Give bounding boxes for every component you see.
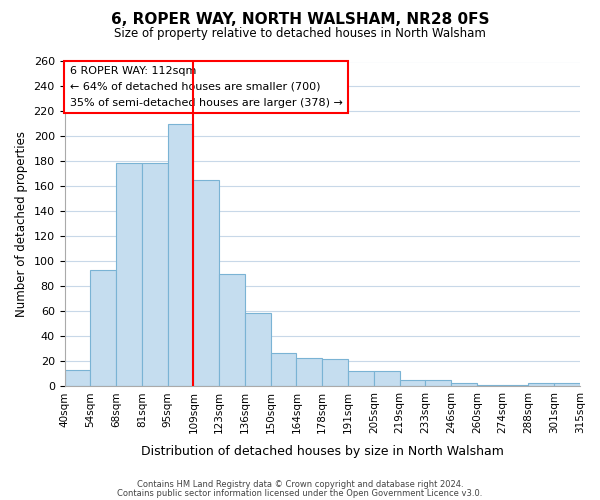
Bar <box>529 382 554 386</box>
Text: Size of property relative to detached houses in North Walsham: Size of property relative to detached ho… <box>114 28 486 40</box>
Bar <box>374 372 400 386</box>
Bar <box>219 274 245 386</box>
Bar <box>91 270 116 386</box>
Text: 6 ROPER WAY: 112sqm
← 64% of detached houses are smaller (700)
35% of semi-detac: 6 ROPER WAY: 112sqm ← 64% of detached ho… <box>70 66 343 108</box>
Bar <box>167 124 193 386</box>
Y-axis label: Number of detached properties: Number of detached properties <box>15 131 28 317</box>
Bar <box>296 358 322 386</box>
Bar <box>400 380 425 386</box>
Bar <box>116 162 142 386</box>
Text: Contains public sector information licensed under the Open Government Licence v3: Contains public sector information licen… <box>118 488 482 498</box>
Text: 6, ROPER WAY, NORTH WALSHAM, NR28 0FS: 6, ROPER WAY, NORTH WALSHAM, NR28 0FS <box>111 12 489 28</box>
Bar <box>554 382 580 386</box>
Bar <box>65 370 91 386</box>
Bar <box>142 162 167 386</box>
Bar <box>451 382 477 386</box>
Bar <box>503 385 529 386</box>
Bar <box>425 380 451 386</box>
X-axis label: Distribution of detached houses by size in North Walsham: Distribution of detached houses by size … <box>141 444 504 458</box>
Bar <box>193 180 219 386</box>
Bar <box>271 352 296 386</box>
Bar <box>477 385 503 386</box>
Bar <box>348 372 374 386</box>
Text: Contains HM Land Registry data © Crown copyright and database right 2024.: Contains HM Land Registry data © Crown c… <box>137 480 463 489</box>
Bar <box>245 312 271 386</box>
Bar <box>322 359 348 386</box>
